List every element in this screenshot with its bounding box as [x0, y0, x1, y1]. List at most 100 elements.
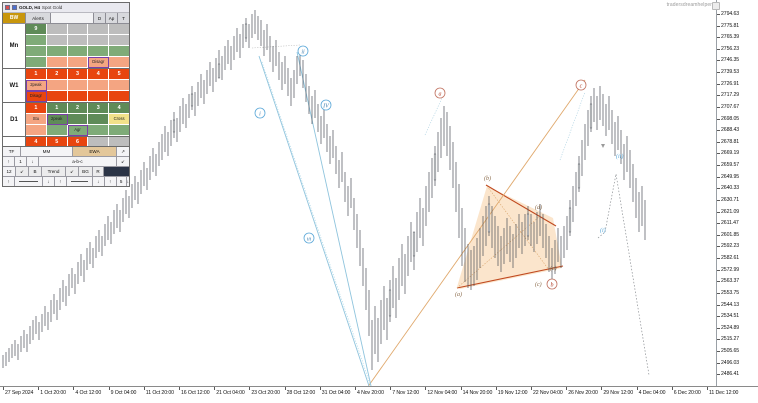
- abc-pattern[interactable]: a-b-c: [39, 157, 117, 166]
- bw-button[interactable]: BW: [3, 13, 26, 23]
- expand-icon[interactable]: ↗: [117, 147, 129, 156]
- wave-count-cell[interactable]: 2: [46, 69, 68, 80]
- ewa-toolbar[interactable]: TF MM EWA ↗ ↑ 1 ↓ a-b-c ↙ 12 ↙ B Trend ↙…: [2, 146, 130, 187]
- status-cell[interactable]: 2peak: [26, 80, 47, 91]
- wave-count-cell[interactable]: 1: [26, 103, 47, 114]
- status-cell[interactable]: Stu: [26, 114, 47, 125]
- wave-count-cell[interactable]: [109, 24, 129, 35]
- timeframe-block-mn[interactable]: Mn 9 Disagr: [3, 24, 129, 69]
- status-cell[interactable]: [67, 80, 89, 91]
- count-value[interactable]: 12: [3, 167, 16, 176]
- status-cell[interactable]: [46, 91, 68, 102]
- wave-label-paren-i: (i): [600, 227, 606, 234]
- wave-count-cell[interactable]: 1: [46, 103, 68, 114]
- status-cell[interactable]: [88, 114, 110, 125]
- status-cell[interactable]: [67, 57, 89, 68]
- row4-line-1[interactable]: [14, 177, 43, 186]
- wave-count-cell[interactable]: 5: [109, 69, 129, 80]
- status-cell[interactable]: [109, 125, 129, 136]
- t-button[interactable]: T: [118, 13, 129, 23]
- panel-toolbar[interactable]: BW Alerts D Ap T: [3, 13, 129, 24]
- arrow-icon-b[interactable]: ↙: [66, 167, 79, 176]
- status-cell[interactable]: [46, 35, 68, 46]
- ap-button[interactable]: Ap: [106, 13, 118, 23]
- forecast-projection-entry: [597, 231, 606, 239]
- arrow-icon-a[interactable]: ↙: [16, 167, 29, 176]
- status-cell[interactable]: [88, 80, 110, 91]
- status-cell[interactable]: [109, 46, 129, 57]
- r-button[interactable]: R: [93, 167, 104, 176]
- row4-up-3[interactable]: ↑: [104, 177, 117, 186]
- status-cell[interactable]: [88, 125, 110, 136]
- screenshot-icon[interactable]: [712, 2, 720, 10]
- toolbar-row-3: 12 ↙ B Trend ↙ BG R: [3, 167, 129, 177]
- row4-value[interactable]: 5: [116, 177, 127, 186]
- status-cell[interactable]: [26, 125, 47, 136]
- timeframe-status-row: Agr: [26, 125, 129, 136]
- timeframe-status-row: Disagr: [26, 91, 129, 102]
- row4-line-2[interactable]: [66, 177, 93, 186]
- timeframe-status-row: [26, 35, 129, 46]
- b-button[interactable]: B: [29, 167, 42, 176]
- row4-up-2[interactable]: ↑: [54, 177, 67, 186]
- color-swatch[interactable]: [104, 167, 129, 176]
- multi-timeframe-panel[interactable]: GOLD, H4 Spot Gold BW Alerts D Ap T Mn 9 D…: [2, 2, 130, 172]
- price-tick-label: 2717.29: [721, 92, 740, 99]
- status-cell[interactable]: [67, 91, 89, 102]
- status-cell[interactable]: [109, 35, 129, 46]
- diag-arrow-icon[interactable]: ↙: [117, 157, 129, 166]
- status-cell[interactable]: [88, 46, 110, 57]
- time-tick-label: 4 Oct 12:00: [75, 390, 102, 396]
- time-tick-label: 12 Nov 04:00: [427, 390, 458, 396]
- row4-down-2[interactable]: ↓: [92, 177, 105, 186]
- row4-up-1[interactable]: ↑: [3, 177, 15, 186]
- status-cell[interactable]: Cross: [109, 114, 129, 125]
- bg-button[interactable]: BG: [79, 167, 93, 176]
- wave-count-cell[interactable]: 9: [26, 24, 47, 35]
- ewa-label[interactable]: EWA: [73, 147, 117, 156]
- down-arrow-icon[interactable]: ↓: [27, 157, 39, 166]
- up-arrow-icon[interactable]: ↑: [3, 157, 15, 166]
- level-value[interactable]: 1: [15, 157, 27, 166]
- price-axis[interactable]: 2794.63 2775.81 2765.39 2756.23 2746.35 2739.…: [716, 0, 758, 386]
- timeframe-block-d1[interactable]: D1 1 1 2 3 4 Stu 2peak Cross Agr: [3, 103, 129, 137]
- wave-count-cell[interactable]: [46, 24, 68, 35]
- wave-count-cell[interactable]: 1: [26, 69, 47, 80]
- status-cell[interactable]: [46, 57, 68, 68]
- wave-count-cell[interactable]: 3: [67, 69, 89, 80]
- timeframe-block-w1[interactable]: W1 1 2 3 4 5 2peak Disagr: [3, 69, 129, 103]
- status-cell[interactable]: [46, 125, 68, 136]
- status-cell[interactable]: [26, 57, 47, 68]
- time-axis[interactable]: 27 Sep 2024 1 Oct 20:00 4 Oct 12:00 9 Oct 0…: [0, 386, 758, 403]
- status-cell[interactable]: [67, 35, 89, 46]
- status-cell[interactable]: [109, 80, 129, 91]
- price-tick: [717, 350, 720, 352]
- row4-down-1[interactable]: ↓: [42, 177, 55, 186]
- status-cell[interactable]: Disagr: [88, 57, 110, 68]
- status-cell[interactable]: [46, 46, 68, 57]
- d-button[interactable]: D: [94, 13, 106, 23]
- wave-count-cell[interactable]: 3: [88, 103, 110, 114]
- wave-count-cell[interactable]: 2: [67, 103, 89, 114]
- status-cell[interactable]: [109, 57, 129, 68]
- wave-count-cell[interactable]: 4: [109, 103, 129, 114]
- time-tick: [460, 387, 462, 390]
- status-cell[interactable]: [109, 91, 129, 102]
- status-cell[interactable]: Disagr: [26, 91, 47, 102]
- trend-button[interactable]: Trend: [42, 167, 66, 176]
- row4-down-3[interactable]: ↓: [126, 177, 129, 186]
- wave-count-cell[interactable]: 4: [88, 69, 110, 80]
- wave-count-cell[interactable]: [88, 24, 110, 35]
- wave-count-cell[interactable]: [67, 24, 89, 35]
- alerts-button[interactable]: Alerts: [26, 13, 51, 23]
- status-cell[interactable]: 2peak: [46, 114, 68, 125]
- status-cell[interactable]: [88, 91, 110, 102]
- status-cell[interactable]: [26, 46, 47, 57]
- status-cell[interactable]: [46, 80, 68, 91]
- status-cell[interactable]: [88, 35, 110, 46]
- status-cell[interactable]: [67, 46, 89, 57]
- time-tick: [143, 387, 145, 390]
- status-cell[interactable]: [26, 35, 47, 46]
- status-cell[interactable]: [67, 114, 89, 125]
- status-cell[interactable]: Agr: [67, 125, 89, 136]
